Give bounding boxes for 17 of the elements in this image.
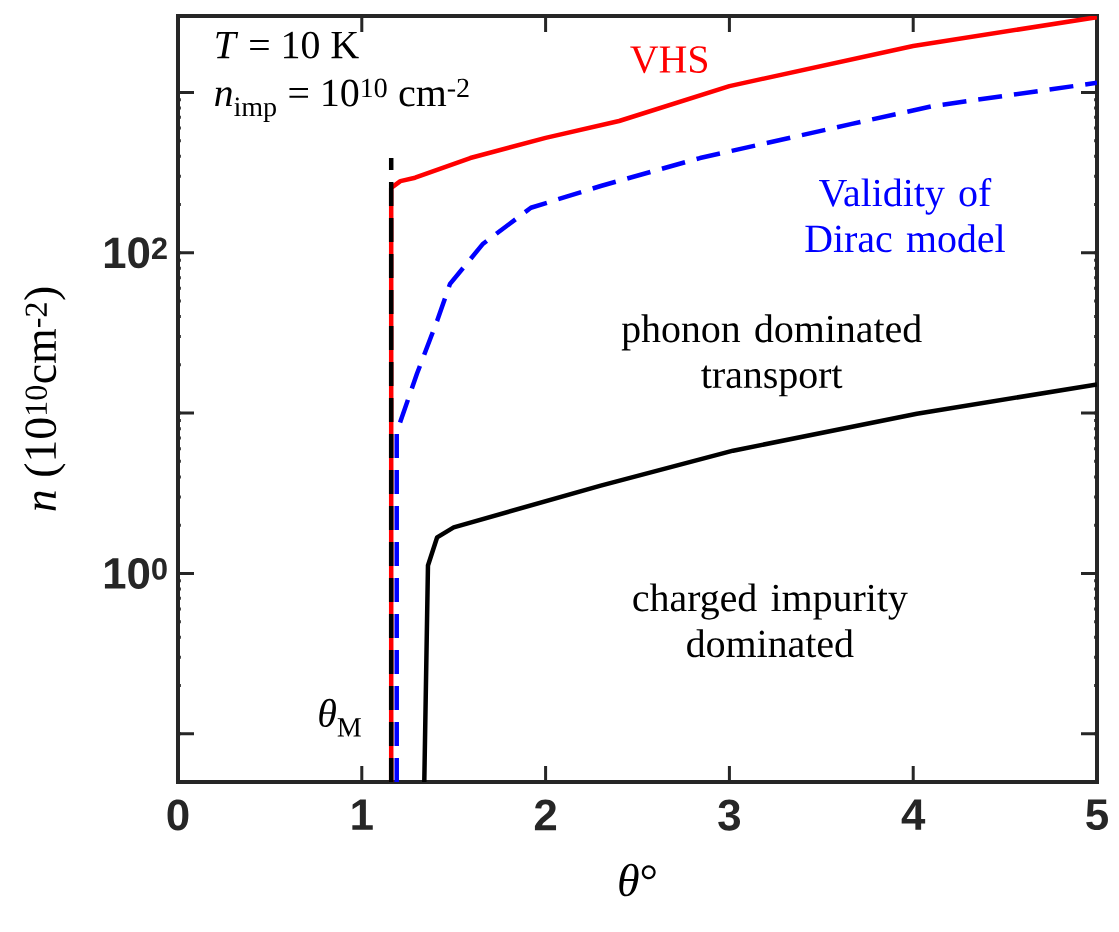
x-tick-label: 0 (167, 799, 189, 831)
series-label: Validity of Dirac model (805, 178, 1005, 253)
y-tick-label: 10$^{2}$ (104, 237, 167, 269)
annotation: phonon dominated transport (621, 314, 922, 397)
annotation: n$_{imp}$ = 10$^{10}$ cm$^{-2}$ (215, 78, 469, 122)
annotation: T = 10 K (216, 31, 359, 59)
series-label: VHS (630, 46, 708, 74)
x-tick-label: 3 (718, 799, 741, 831)
x-tick-label: 1 (352, 799, 373, 830)
annotation: charged impurity dominated (633, 583, 908, 658)
x-axis-title: θ° (619, 863, 656, 897)
x-tick-label: 5 (1086, 799, 1108, 831)
x-tick-label: 4 (901, 799, 926, 830)
y-tick-label: 10$^{0}$ (104, 557, 167, 589)
x-tick-label: 2 (534, 799, 557, 831)
annotation: θ$_{M}$ (319, 698, 361, 737)
y-axis-title: n (10$^{10}$cm$^{-2}$) (23, 287, 66, 511)
